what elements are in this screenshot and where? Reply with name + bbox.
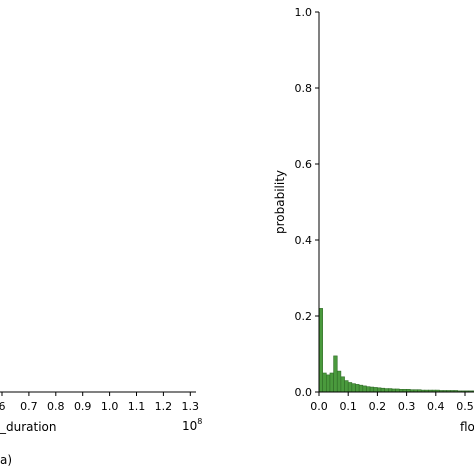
right-y-ticks: 0.0 0.2 0.4 0.6 0.8 1.0	[295, 6, 319, 399]
histogram-bar	[344, 380, 349, 393]
left-x-ticks: 6 0.7 0.8 0.9 1.0 1.1 1.2 1.3	[0, 392, 199, 413]
histogram-bar	[355, 384, 360, 393]
histogram-bar	[318, 308, 323, 393]
histogram-bar	[358, 384, 364, 393]
histogram-bar	[340, 376, 345, 393]
right-y-tick-label: 0.0	[295, 386, 313, 399]
left-x-axis-label: _duration	[0, 420, 57, 434]
right-x-tick-label: 0.0	[310, 400, 328, 413]
left-x-tick-label: 1.3	[182, 400, 200, 413]
right-panel: 0.0 0.2 0.4 0.6 0.8 1.0 0.0 0.1 0.2 0.3 0.4 0.5 pr…	[273, 6, 474, 434]
left-x-tick-label: 0.9	[74, 400, 92, 413]
histogram-bar	[384, 388, 389, 393]
left-x-offset: 108	[182, 417, 202, 433]
histogram-bar	[373, 387, 378, 393]
left-caption: a)	[0, 453, 12, 467]
histogram-bar	[325, 374, 331, 393]
right-x-tick-label: 0.1	[339, 400, 357, 413]
histogram-bar	[471, 390, 474, 393]
histogram-bar	[333, 355, 338, 393]
left-x-tick-label: 1.0	[101, 400, 119, 413]
right-y-tick-label: 1.0	[295, 6, 313, 19]
right-x-axis-label: flo	[460, 420, 474, 434]
histogram-bar	[366, 386, 371, 393]
left-x-tick-label: 0.7	[20, 400, 38, 413]
histogram-bars	[318, 308, 474, 393]
left-x-tick-label: 1.1	[128, 400, 146, 413]
histogram-bar	[377, 387, 382, 393]
histogram-bar	[329, 372, 334, 393]
right-x-tick-label: 0.4	[427, 400, 445, 413]
histogram-bar	[347, 382, 353, 393]
right-y-tick-label: 0.6	[295, 158, 313, 171]
right-y-axis-label: probability	[273, 170, 287, 234]
histogram-bar	[380, 387, 385, 393]
histogram-bar	[322, 372, 327, 393]
right-x-tick-label: 0.3	[398, 400, 416, 413]
left-panel: 6 0.7 0.8 0.9 1.0 1.1 1.2 1.3 _duration 108 a)	[0, 391, 202, 467]
right-x-ticks: 0.0 0.1 0.2 0.3 0.4 0.5	[310, 392, 474, 413]
histogram-bar	[336, 370, 342, 393]
right-y-tick-label: 0.4	[295, 234, 313, 247]
histogram-bar	[362, 385, 367, 393]
left-x-tick-label: 1.2	[155, 400, 173, 413]
right-x-tick-label: 0.5	[456, 400, 474, 413]
right-x-tick-label: 0.2	[369, 400, 387, 413]
left-x-tick-label: 6	[0, 400, 6, 413]
right-y-tick-label: 0.8	[295, 82, 313, 95]
left-x-tick-label: 0.8	[47, 400, 65, 413]
histogram-bar	[388, 388, 393, 393]
histogram-bar	[351, 383, 356, 393]
right-y-tick-label: 0.2	[295, 310, 313, 323]
histogram-bar	[369, 386, 375, 393]
